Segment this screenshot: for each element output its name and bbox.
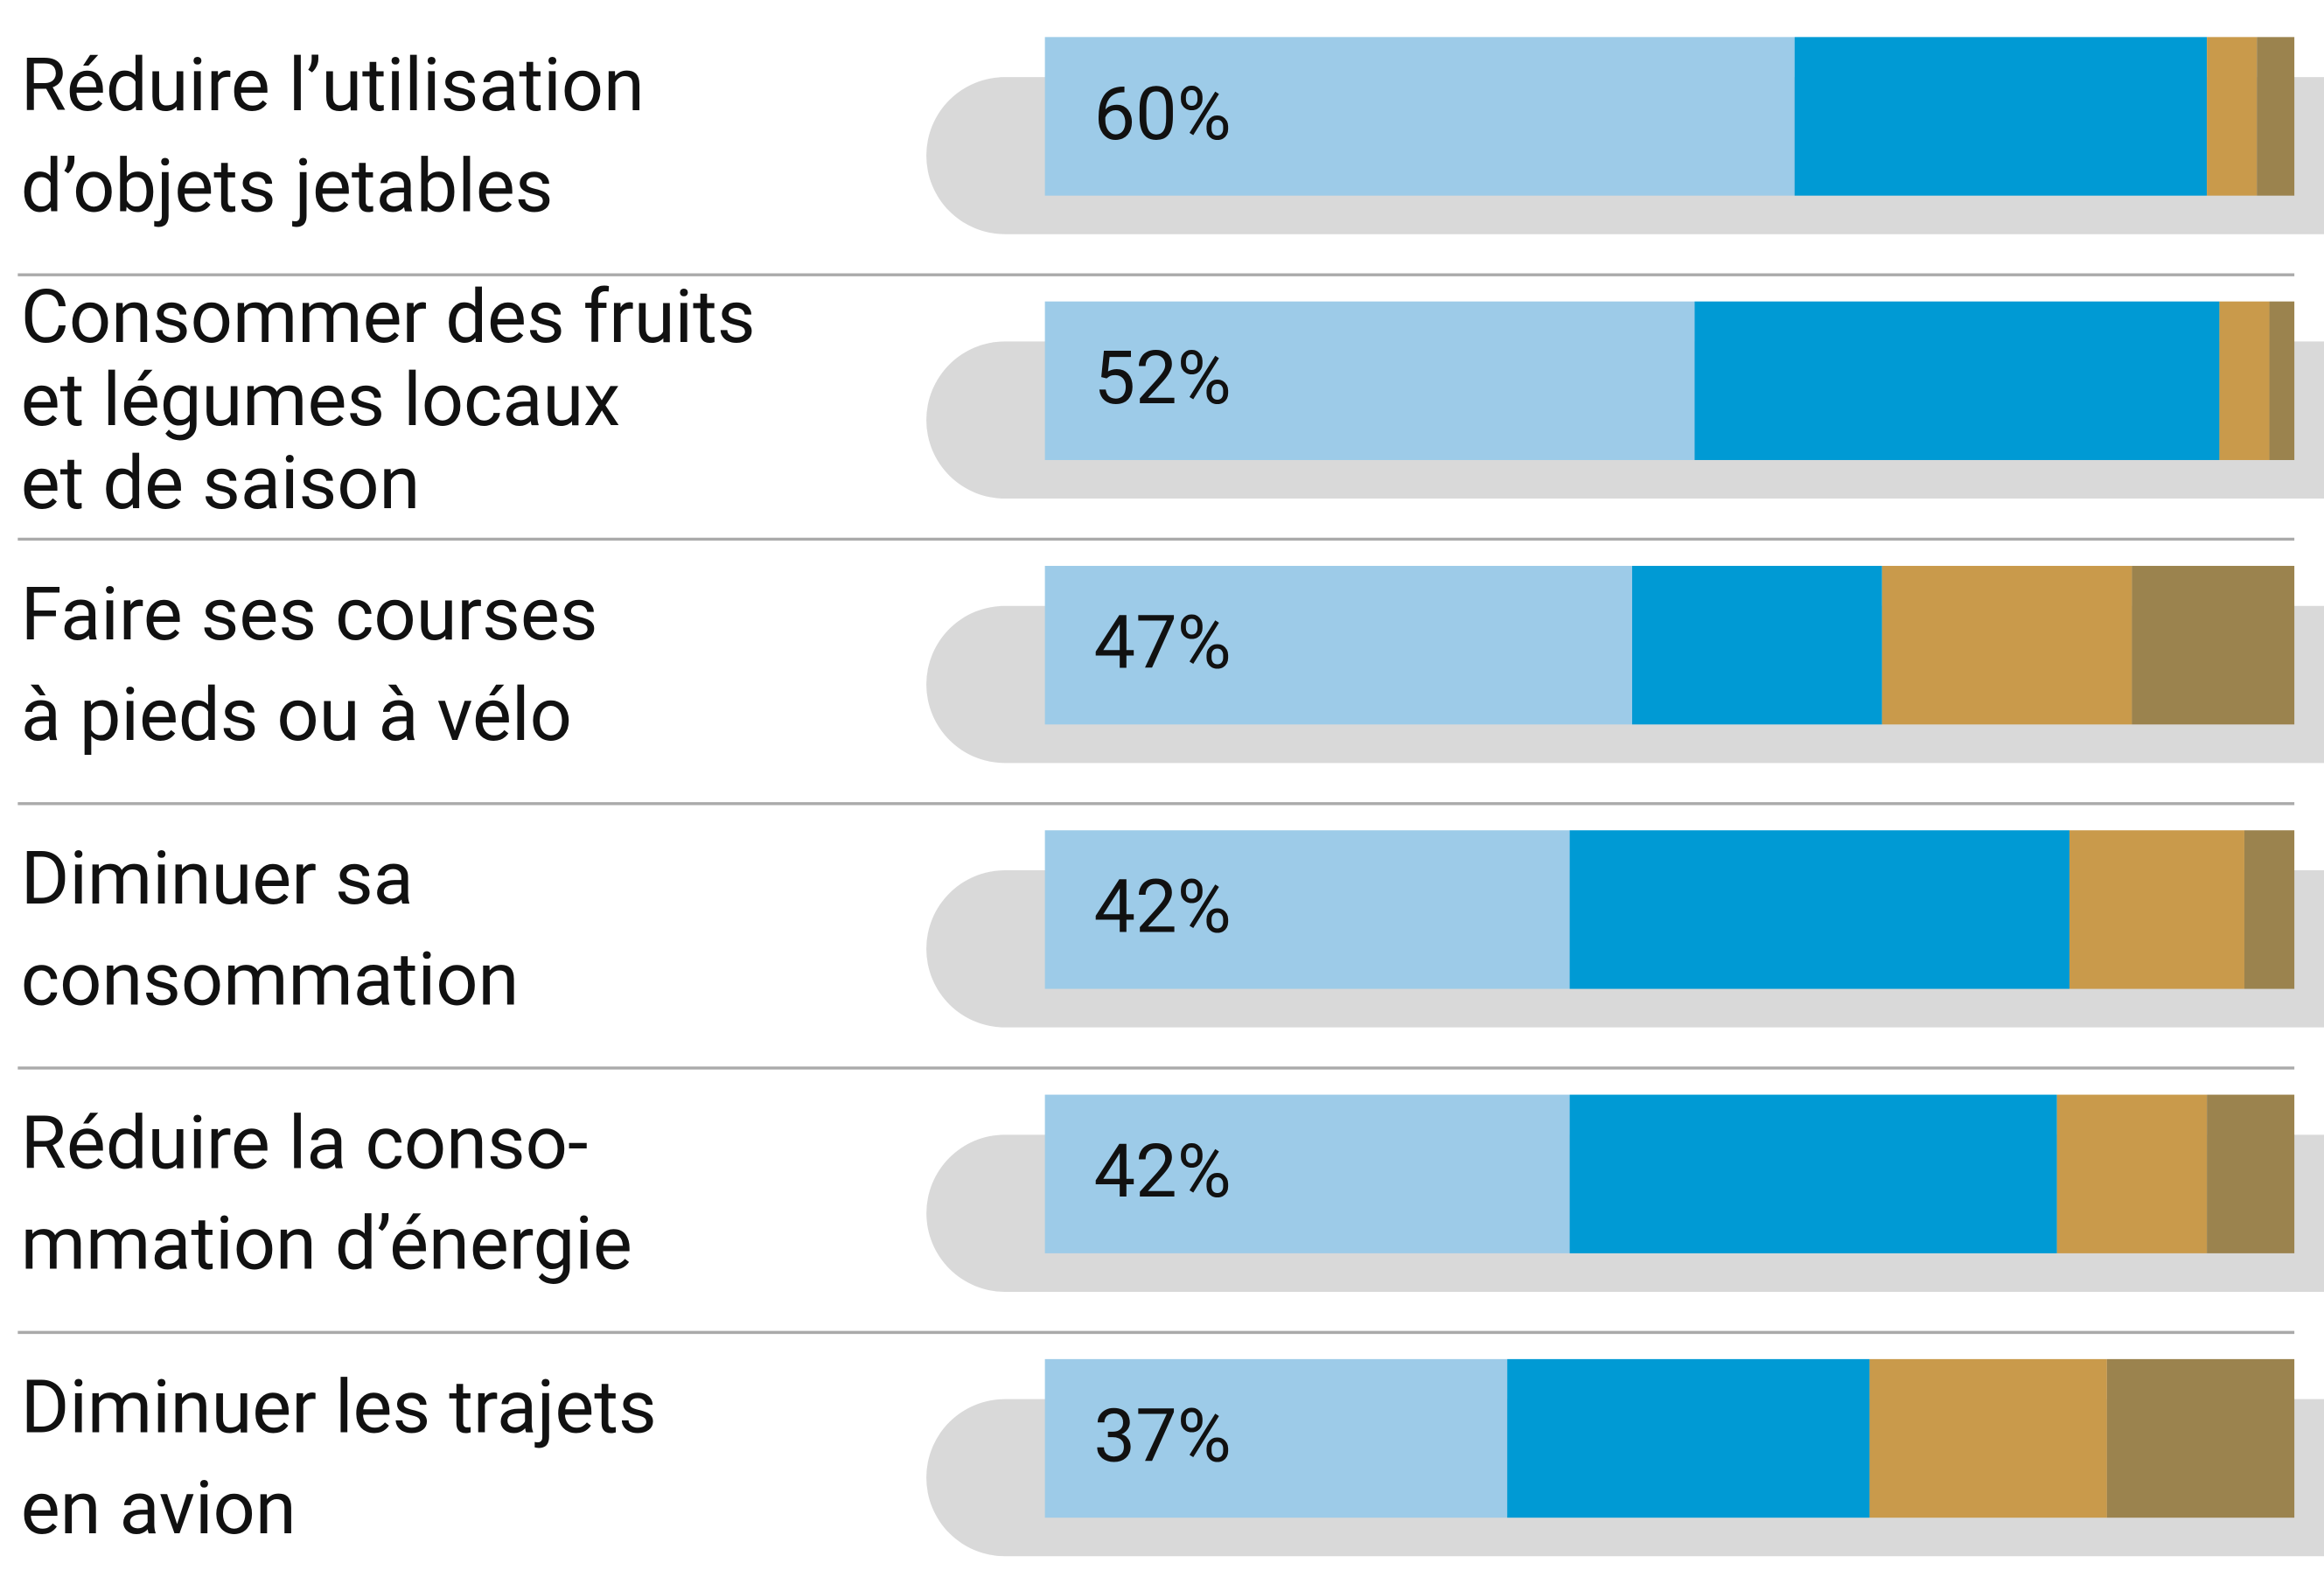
category-label: Réduire l’utilisation d’objets jetables — [21, 42, 645, 230]
value-label: 37% — [1094, 1392, 1232, 1479]
bar-segment — [2244, 830, 2295, 989]
bar-segment — [1044, 37, 1795, 196]
bar-segment — [2106, 1358, 2295, 1518]
category-label: Faire ses courses à pieds ou à vélo — [21, 570, 598, 758]
bar-segment — [1569, 830, 2069, 989]
bar-segment — [1044, 1358, 1508, 1518]
value-label: 52% — [1094, 334, 1232, 422]
bar-segment — [2207, 1094, 2295, 1253]
bar-segment — [1044, 830, 1570, 989]
value-label: 47% — [1094, 598, 1232, 686]
bar-segment — [2269, 301, 2295, 460]
category-label: Réduire la conso-mmation d’énergie — [21, 1099, 632, 1287]
value-label: 60% — [1094, 70, 1232, 157]
bar-segment — [1869, 1358, 2107, 1518]
bar-segment — [1694, 301, 2220, 460]
bar-segment — [2069, 830, 2244, 989]
category-label: Diminuer les trajets en avion — [21, 1364, 657, 1552]
category-label: Consommer des fruits et légumes locaux et … — [21, 274, 756, 527]
bar-segment — [1881, 565, 2132, 725]
bar-segment — [2219, 301, 2270, 460]
bar-segment — [2207, 37, 2258, 196]
value-label: 42% — [1094, 1127, 1232, 1215]
value-label: 42% — [1094, 863, 1232, 951]
category-label: Diminuer sa consommation — [21, 834, 520, 1022]
bar-segment — [1044, 1094, 1570, 1253]
bar-segment — [1794, 37, 2208, 196]
bar-segment — [1044, 565, 1633, 725]
bar-segment — [1507, 1358, 1870, 1518]
bar-segment — [1569, 1094, 2057, 1253]
bar-segment — [1632, 565, 1882, 725]
bar-segment — [1044, 301, 1695, 460]
bar-segment — [2056, 1094, 2208, 1253]
bar-segment — [2132, 565, 2295, 725]
bar-segment — [2257, 37, 2295, 196]
